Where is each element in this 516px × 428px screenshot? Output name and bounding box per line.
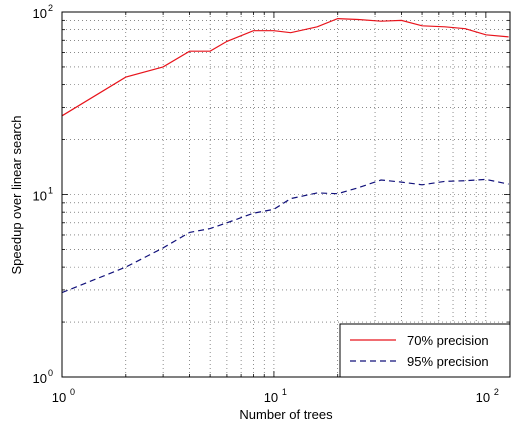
- x-tick-label-exponent: 1: [282, 387, 287, 397]
- y-tick-label: 10: [33, 6, 47, 21]
- y-tick-label: 10: [33, 371, 47, 386]
- series-layer: [61, 17, 509, 294]
- x-tick-label-exponent: 0: [70, 387, 75, 397]
- x-tick-label: 10: [476, 390, 490, 405]
- y-tick-label: 10: [33, 189, 47, 204]
- grid-layer: [62, 12, 510, 377]
- x-tick-label: 10: [264, 390, 278, 405]
- y-axis-label: Speedup over linear search: [9, 116, 24, 275]
- series-line-95-precision: [61, 178, 509, 294]
- legend: 70% precision 95% precision: [339, 323, 511, 378]
- legend-label-95-precision: 95% precision: [407, 354, 489, 369]
- x-tick-label-exponent: 2: [494, 387, 499, 397]
- x-axis-label: Number of trees: [239, 407, 333, 422]
- legend-label-70-precision: 70% precision: [407, 333, 489, 348]
- x-tick-label: 10: [52, 390, 66, 405]
- tick-layer: 10 0 10 1 10 210 010 110 2: [33, 3, 510, 405]
- y-tick-label-exponent: 1: [48, 186, 53, 196]
- y-tick-label-exponent: 0: [48, 368, 53, 378]
- y-tick-label-exponent: 2: [48, 3, 53, 13]
- series-line-70-precision: [61, 17, 509, 117]
- legend-box: [339, 323, 511, 378]
